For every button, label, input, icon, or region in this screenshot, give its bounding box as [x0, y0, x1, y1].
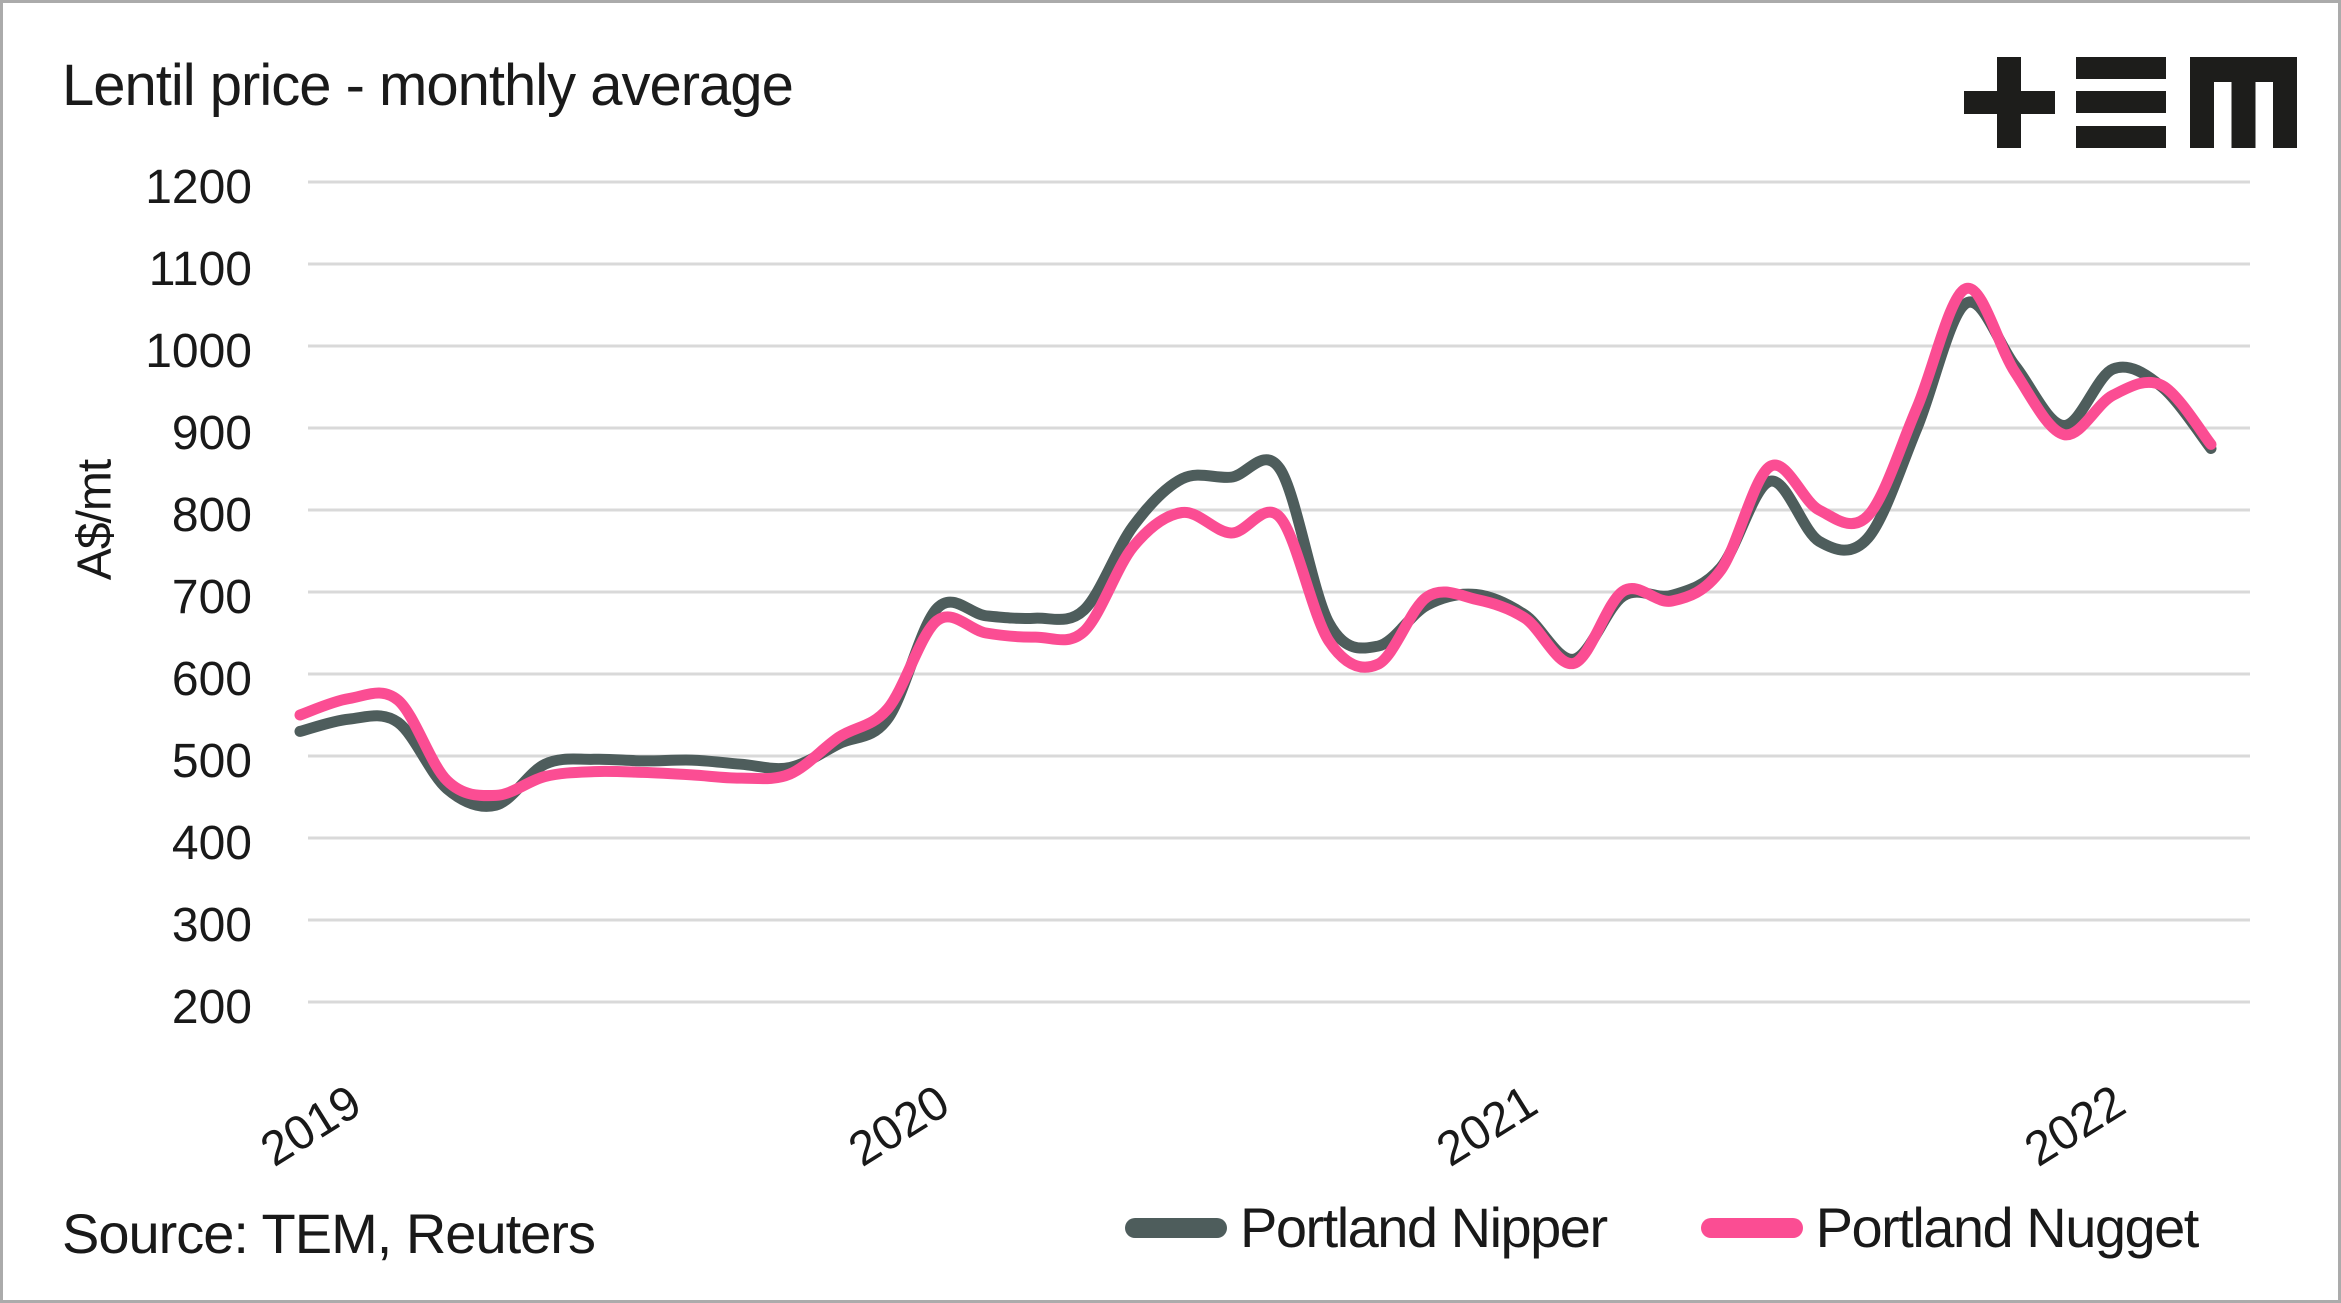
y-tick-label-400: 400	[171, 817, 252, 870]
y-tick-label-800: 800	[171, 489, 252, 542]
y-tick-label-500: 500	[171, 735, 252, 788]
tem-logo-icon	[1964, 57, 2297, 148]
legend-swatch-nipper	[1125, 1218, 1227, 1238]
legend-label-nugget: Portland Nugget	[1815, 1196, 2200, 1259]
chart-title: Lentil price - monthly average	[62, 53, 794, 118]
y-tick-label-1100: 1100	[148, 243, 252, 296]
y-tick-label-600: 600	[171, 653, 252, 706]
series-line-portland-nugget	[294, 283, 2217, 802]
y-tick-label-300: 300	[171, 899, 252, 952]
legend-label-nipper: Portland Nipper	[1240, 1196, 1608, 1259]
y-tick-label-1200: 1200	[145, 161, 252, 214]
y-tick-label-1000: 1000	[145, 325, 252, 378]
legend: Portland Nipper Portland Nugget	[1125, 1193, 2200, 1263]
y-tick-label-200: 200	[171, 981, 252, 1034]
series-line-portland-nipper	[294, 296, 2217, 812]
legend-swatch-nugget	[1700, 1218, 1803, 1238]
y-tick-label-700: 700	[171, 571, 252, 624]
source-note: Source: TEM, Reuters	[62, 1202, 596, 1265]
y-tick-label-900: 900	[171, 407, 252, 460]
